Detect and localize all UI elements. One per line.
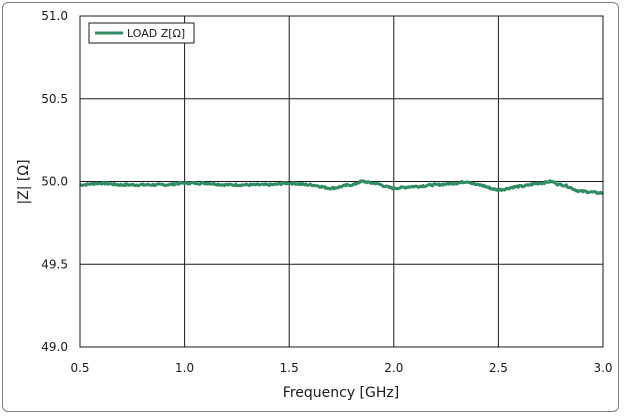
data-point [330,187,332,189]
y-tick-label: 49.0 [41,340,68,354]
data-point [476,184,479,186]
data-point [351,184,353,186]
data-point [267,184,270,186]
data-point [288,182,291,184]
data-point [100,182,102,184]
data-point [204,182,207,184]
data-point [121,184,123,186]
data-point [225,184,228,186]
data-point [141,184,144,186]
data-point [497,188,500,191]
data-point [162,184,165,186]
grid [80,16,603,347]
data-point [361,180,364,183]
data-point [518,185,521,188]
x-tick-label: 1.5 [280,361,299,375]
x-axis-title: Frequency [GHz] [283,385,399,401]
x-tick-label: 0.5 [70,361,89,375]
y-tick-label: 51.0 [41,9,68,23]
y-axis-title: |Z| [Ω] [16,159,32,204]
data-point [246,184,249,186]
y-tick-label: 50.5 [41,92,68,106]
data-point [183,182,186,184]
x-tick-label: 1.0 [175,361,194,375]
ticks: 0.5 1.0 1.5 2.0 2.5 3.0 49.0 49.5 50.0 50.5 51.0 [41,9,612,375]
series-layer [79,179,604,195]
x-tick-label: 2.0 [384,361,403,375]
series-line [79,179,604,195]
x-tick-label: 3.0 [593,361,612,375]
legend-label: LOAD Z[Ω] [127,27,185,40]
data-point [466,180,468,183]
data-point [581,190,583,193]
legend: LOAD Z[Ω] [88,22,195,44]
plot-border [79,15,604,348]
data-point [393,187,395,189]
data-point [549,180,552,183]
x-tick-label: 2.5 [489,361,508,375]
data-point [539,182,542,184]
data-point [413,185,416,188]
data-point [455,182,458,184]
data-point [372,182,374,184]
legend-box [88,22,195,44]
data-point [309,184,311,186]
data-point [434,184,437,186]
data-point [560,184,562,186]
y-tick-label: 50.0 [41,175,68,189]
y-tick-label: 49.5 [41,257,68,271]
